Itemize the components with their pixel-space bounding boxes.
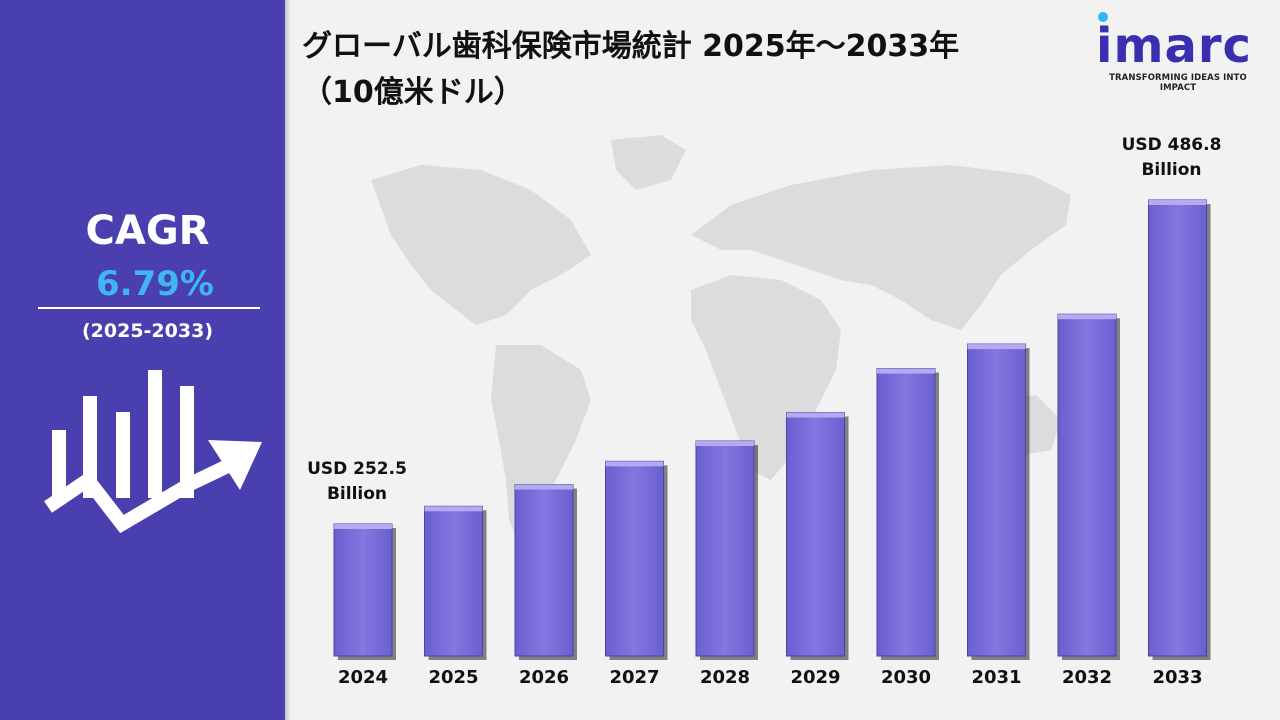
imarc-logo: imarc TRANSFORMING IDEAS INTO IMPACT bbox=[1092, 10, 1264, 93]
data-label-unit: Billion bbox=[327, 484, 387, 504]
bar-series bbox=[333, 199, 1211, 660]
x-tick-label: 2030 bbox=[881, 667, 931, 688]
cagr-label: CAGR bbox=[85, 208, 210, 254]
bar-2030 bbox=[876, 368, 939, 660]
x-tick-label: 2029 bbox=[790, 667, 840, 688]
data-label-value: USD 486.8 bbox=[1122, 135, 1222, 155]
x-tick-label: 2026 bbox=[519, 667, 569, 688]
bar-2025 bbox=[424, 505, 487, 660]
growth-chart-icon bbox=[44, 370, 262, 534]
bar-2027 bbox=[605, 460, 668, 660]
chart-title: グローバル歯科保険市場統計 2025年～2033年 （10億米ドル） bbox=[302, 24, 1102, 116]
x-tick-label: 2024 bbox=[338, 667, 388, 688]
bar-2029 bbox=[786, 412, 849, 660]
x-axis-tick-labels: 2024 2025 2026 2027 2028 2029 2030 2031 2032 2033 bbox=[338, 667, 1203, 688]
x-tick-label: 2032 bbox=[1062, 667, 1112, 688]
logo-tagline: TRANSFORMING IDEAS INTO IMPACT bbox=[1109, 73, 1247, 93]
bar-2024 bbox=[333, 523, 396, 660]
cagr-period: (2025-2033) bbox=[81, 320, 213, 342]
x-tick-label: 2033 bbox=[1152, 667, 1202, 688]
logo-wordmark: imarc bbox=[1096, 18, 1252, 74]
x-tick-label: 2027 bbox=[609, 667, 659, 688]
bar-2032 bbox=[1057, 313, 1120, 660]
bar-chart: 2024 2025 2026 2027 2028 2029 2030 2031 2032 2033… bbox=[307, 135, 1221, 688]
chart-title-line2: （10億米ドル） bbox=[302, 75, 524, 110]
cagr-divider bbox=[38, 307, 260, 309]
x-tick-label: 2028 bbox=[700, 667, 750, 688]
chart-title-line1: グローバル歯科保険市場統計 2025年～2033年 bbox=[302, 29, 960, 64]
data-label-value: USD 252.5 bbox=[307, 459, 407, 479]
sidebar-shadow bbox=[285, 0, 291, 720]
cagr-value: 6.79% bbox=[96, 264, 214, 304]
bar-2033 bbox=[1148, 199, 1211, 660]
bar-2026 bbox=[514, 484, 577, 660]
cagr-sidebar bbox=[0, 0, 285, 720]
x-tick-label: 2025 bbox=[428, 667, 478, 688]
bar-2028 bbox=[695, 440, 758, 660]
x-tick-label: 2031 bbox=[971, 667, 1021, 688]
logo-dot bbox=[1098, 12, 1108, 22]
bar-2031 bbox=[967, 343, 1030, 660]
data-label-unit: Billion bbox=[1141, 160, 1201, 180]
bar-annotations: USD 252.5 Billion USD 486.8 Billion bbox=[307, 135, 1221, 504]
